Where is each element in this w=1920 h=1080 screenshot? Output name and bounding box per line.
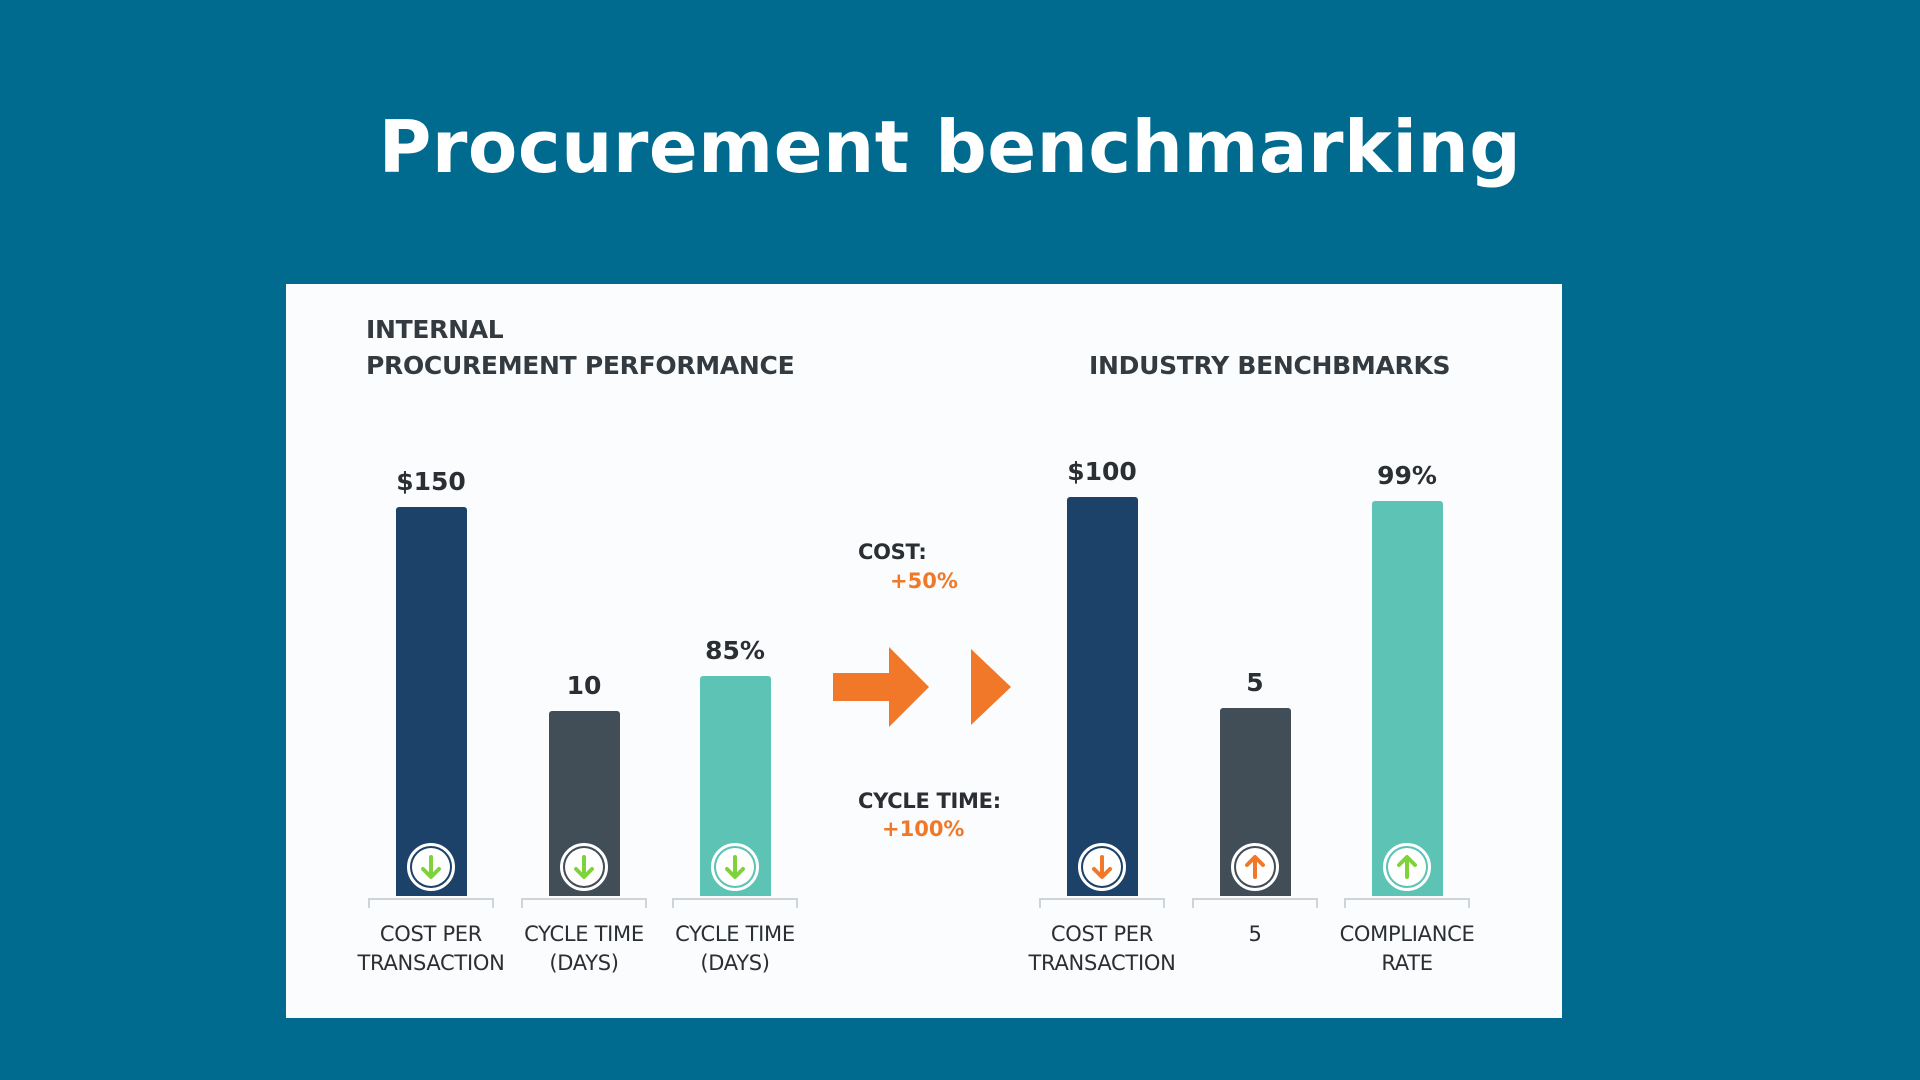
category-label: CYCLE TIME (DAYS) <box>504 920 664 978</box>
axis-bracket <box>368 898 494 908</box>
arrow-down-icon <box>711 843 759 891</box>
arrow-up-icon <box>1231 843 1279 891</box>
axis-bracket <box>672 898 798 908</box>
category-label-line: COST PER <box>379 922 483 946</box>
axis-bracket <box>1192 898 1318 908</box>
arrow-down-icon <box>1078 843 1126 891</box>
category-label-line: 5 <box>1248 922 1262 946</box>
cycle-time-delta-label: CYCLE TIME: <box>858 789 1001 813</box>
cycle-time-delta-value: +100% <box>882 817 965 841</box>
category-label: COST PER TRANSACTION <box>351 920 511 978</box>
category-label-line: COMPLIANCE <box>1339 922 1475 946</box>
bar-value-label: 10 <box>566 670 602 700</box>
category-label-line: (DAYS) <box>549 951 619 975</box>
category-label: COMPLIANCE RATE <box>1327 920 1487 978</box>
category-label-line: CYCLE TIME <box>675 922 795 946</box>
arrow-up-icon <box>1383 843 1431 891</box>
slide-title: Procurement benchmarking <box>378 105 1522 189</box>
bar-value-label: 85% <box>705 635 765 665</box>
bar-value-label: $150 <box>396 467 466 496</box>
axis-bracket <box>1344 898 1470 908</box>
category-label: 5 <box>1175 920 1335 949</box>
infographic-panel: INTERNAL PROCUREMENT PERFORMANCE INDUSTR… <box>286 284 1562 1018</box>
heading-line: PROCUREMENT PERFORMANCE <box>366 351 795 380</box>
axis-bracket <box>521 898 647 908</box>
category-label: CYCLE TIME (DAYS) <box>655 920 815 978</box>
category-label-line: CYCLE TIME <box>524 922 644 946</box>
bar-value-label: 5 <box>1246 668 1264 698</box>
category-label-line: COST PER <box>1050 922 1154 946</box>
internal-performance-heading: INTERNAL PROCUREMENT PERFORMANCE <box>366 312 795 384</box>
category-label: COST PER TRANSACTION <box>1022 920 1182 978</box>
heading-line: INDUSTRY BENCHBMARKS <box>1089 351 1451 380</box>
category-label-line: TRANSACTION <box>357 951 505 975</box>
right-arrow-icon <box>833 647 929 727</box>
axis-bracket <box>1039 898 1165 908</box>
chart-bar <box>396 507 467 896</box>
heading-line: INTERNAL <box>366 315 504 344</box>
bar-value-label: 99% <box>1377 460 1437 490</box>
chart-bar <box>1067 497 1138 896</box>
bar-value-label: $100 <box>1067 457 1137 486</box>
cost-delta-value: +50% <box>890 569 958 593</box>
arrow-down-icon <box>407 843 455 891</box>
category-label-line: (DAYS) <box>700 951 770 975</box>
chart-bar <box>1372 500 1443 896</box>
play-arrow-icon <box>971 649 1011 725</box>
industry-benchmarks-heading: INDUSTRY BENCHBMARKS <box>1089 348 1451 384</box>
category-label-line: RATE <box>1381 951 1433 975</box>
cost-delta-label: COST: <box>858 540 927 564</box>
category-label-line: TRANSACTION <box>1028 951 1176 975</box>
arrow-down-icon <box>560 843 608 891</box>
